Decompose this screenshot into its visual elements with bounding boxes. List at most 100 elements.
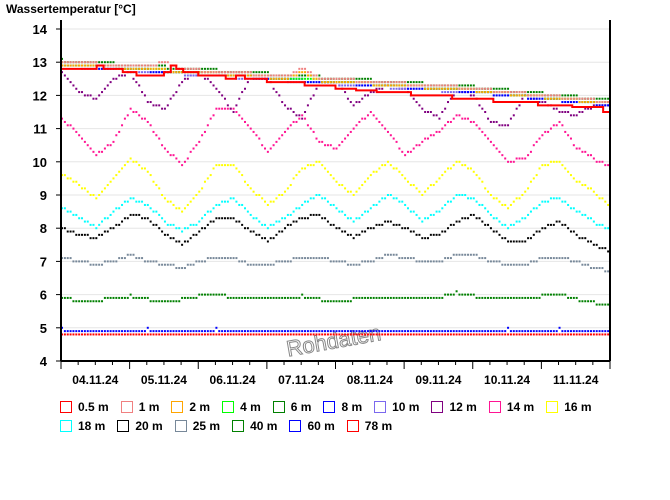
legend-swatch[interactable] (289, 420, 302, 432)
data-point (218, 257, 221, 260)
data-point (258, 296, 261, 299)
data-point (467, 117, 470, 120)
data-point (529, 94, 532, 97)
data-point (584, 101, 587, 104)
legend-swatch[interactable] (546, 401, 559, 413)
data-point (487, 190, 490, 193)
data-point (109, 330, 112, 333)
legend-item[interactable]: 12 m (431, 400, 477, 414)
data-point (555, 333, 558, 336)
legend-item[interactable]: 20 m (117, 419, 163, 433)
data-point (515, 94, 518, 97)
data-point (178, 207, 181, 210)
legend-item[interactable]: 78 m (346, 419, 392, 433)
chart-title: Wassertemperatur [°C] (6, 2, 136, 16)
legend-item[interactable]: 0.5 m (60, 400, 109, 414)
data-point (512, 91, 515, 94)
data-point (295, 296, 298, 299)
data-point (472, 333, 475, 336)
legend-swatch[interactable] (174, 420, 187, 432)
data-point (329, 81, 332, 84)
data-point (341, 140, 344, 143)
data-point (255, 333, 258, 336)
legend-swatch[interactable] (232, 420, 245, 432)
data-point (575, 210, 578, 213)
legend-swatch[interactable] (346, 420, 359, 432)
data-point (223, 330, 226, 333)
legend-swatch[interactable] (431, 401, 444, 413)
data-point (475, 253, 478, 256)
data-point (344, 300, 347, 303)
data-point (221, 94, 224, 97)
legend-item[interactable]: 40 m (232, 419, 277, 433)
data-point (469, 120, 472, 123)
data-point (83, 333, 86, 336)
data-point (409, 87, 412, 90)
legend-item[interactable]: 8 m (323, 400, 362, 414)
legend-item[interactable]: 10 m (374, 400, 419, 414)
data-point (315, 213, 318, 216)
legend-swatch[interactable] (374, 401, 387, 413)
data-point (469, 330, 472, 333)
data-point (361, 296, 364, 299)
data-point (404, 203, 407, 206)
data-point (381, 197, 384, 200)
data-point (143, 117, 146, 120)
data-point (449, 91, 452, 94)
data-point (141, 330, 144, 333)
data-point (458, 114, 461, 117)
data-point (475, 330, 478, 333)
series-6m (61, 57, 610, 100)
data-point (146, 170, 149, 173)
data-point (66, 330, 69, 333)
data-point (226, 71, 229, 74)
legend-item[interactable]: 2 m (171, 400, 210, 414)
legend-swatch[interactable] (60, 401, 72, 413)
data-point (521, 94, 524, 97)
data-point (215, 87, 218, 90)
data-point (175, 330, 178, 333)
data-point (309, 71, 312, 74)
data-point (601, 330, 604, 333)
data-point (295, 257, 298, 260)
data-point (589, 154, 592, 157)
data-point (335, 147, 338, 150)
legend-item[interactable]: 14 m (488, 400, 534, 414)
data-point (158, 333, 161, 336)
legend-item[interactable]: 6 m (272, 400, 311, 414)
data-point (481, 257, 484, 260)
legend-swatch[interactable] (60, 420, 72, 432)
data-point (301, 203, 304, 206)
data-point (69, 296, 72, 299)
data-point (392, 330, 395, 333)
legend-item[interactable]: 60 m (289, 419, 335, 433)
legend-swatch[interactable] (222, 401, 235, 413)
legend-item[interactable]: 16 m (546, 400, 592, 414)
legend-item[interactable]: 4 m (222, 400, 261, 414)
data-point (72, 333, 75, 336)
data-point (444, 257, 447, 260)
legend-swatch[interactable] (120, 401, 133, 413)
data-point (375, 117, 378, 120)
legend-swatch[interactable] (488, 401, 501, 413)
legend-swatch[interactable] (323, 401, 336, 413)
data-point (509, 240, 512, 243)
legend-swatch[interactable] (171, 401, 184, 413)
data-point (189, 330, 192, 333)
data-point (281, 260, 284, 263)
data-point (389, 84, 392, 87)
data-point (481, 330, 484, 333)
data-point (238, 260, 241, 263)
data-point (278, 260, 281, 263)
data-point (203, 333, 206, 336)
data-point (269, 237, 272, 240)
data-point (378, 330, 381, 333)
legend-item[interactable]: 18 m (60, 419, 105, 433)
legend-swatch[interactable] (272, 401, 285, 413)
data-point (206, 293, 209, 296)
data-point (452, 117, 455, 120)
legend-swatch[interactable] (117, 420, 130, 432)
legend-item[interactable]: 1 m (120, 400, 159, 414)
legend-item[interactable]: 25 m (174, 419, 220, 433)
data-point (489, 140, 492, 143)
